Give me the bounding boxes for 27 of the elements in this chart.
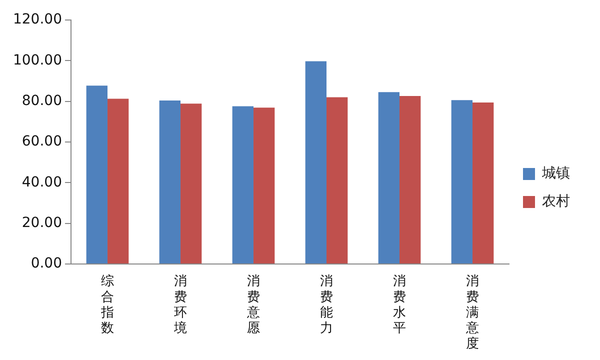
- bar: [159, 100, 180, 264]
- bar: [232, 106, 254, 264]
- x-tick-label: 综合指数: [100, 274, 114, 336]
- bar: [472, 102, 494, 264]
- y-tick-label: 60.00: [22, 134, 62, 150]
- bar: [86, 86, 108, 264]
- x-tick-label: 消费水平: [392, 274, 406, 336]
- x-tick-label: 消费能力: [320, 274, 333, 336]
- bar: [378, 92, 400, 264]
- x-tick-label: 消费满意度: [465, 274, 479, 352]
- bar: [253, 108, 275, 264]
- y-tick-label: 0.00: [30, 256, 62, 272]
- y-tick-label: 40.00: [22, 174, 62, 190]
- x-tick-label: 消费环境: [172, 274, 187, 336]
- bar: [305, 61, 326, 264]
- y-tick-label: 20.00: [22, 214, 62, 231]
- bar: [399, 96, 421, 264]
- y-tick-label: 100.00: [12, 52, 62, 68]
- x-tick-label: 消费意愿: [246, 274, 260, 336]
- bar: [326, 97, 348, 264]
- y-tick-label: 120.00: [12, 12, 62, 28]
- legend-label: 城镇: [541, 166, 570, 182]
- bar: [107, 98, 129, 264]
- y-tick-label: 80.00: [22, 92, 62, 109]
- legend-label: 农村: [542, 194, 570, 210]
- bar: [180, 104, 202, 264]
- bar: [451, 100, 472, 264]
